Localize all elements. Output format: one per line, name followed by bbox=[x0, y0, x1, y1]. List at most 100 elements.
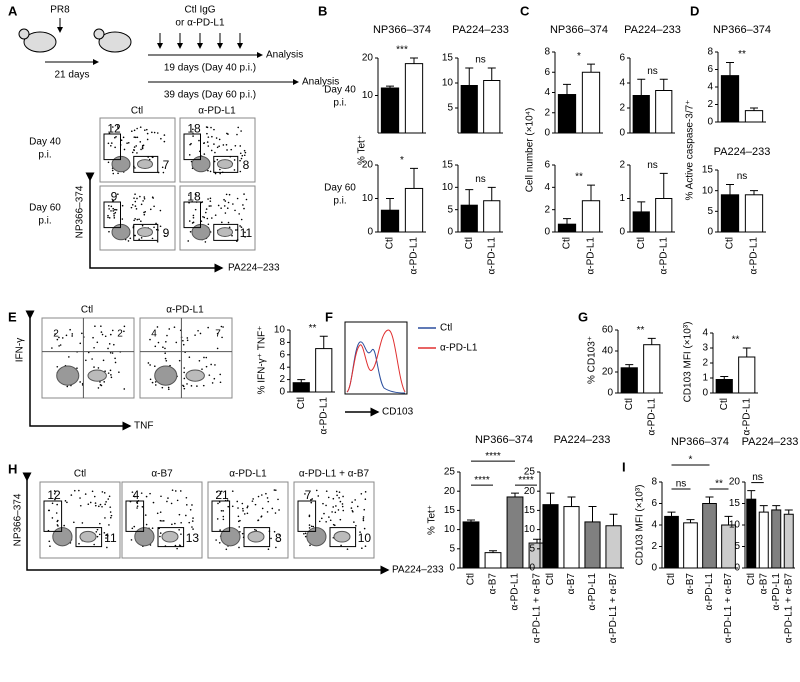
flow-event bbox=[58, 345, 60, 347]
flow-event bbox=[156, 132, 159, 134]
flow-event bbox=[271, 507, 274, 510]
schedule: 19 days (Day 40 p.i.) bbox=[164, 63, 256, 74]
column-label: α-PD-L1 + α-B7 bbox=[299, 469, 370, 480]
y-axis-label: % IFN-γ⁺ TNF⁺ bbox=[257, 326, 268, 395]
flow-event bbox=[100, 384, 103, 387]
y-tick-label: 10 bbox=[362, 90, 374, 101]
flow-event bbox=[127, 142, 130, 144]
flow-event bbox=[101, 505, 103, 508]
gate bbox=[103, 201, 121, 229]
flow-event bbox=[277, 540, 279, 543]
flow-event bbox=[214, 151, 216, 154]
y-axis-label: NP366–374 bbox=[13, 493, 24, 546]
flow-event bbox=[103, 531, 106, 534]
flow-event bbox=[219, 172, 221, 175]
flow-event bbox=[228, 193, 231, 196]
flow-event bbox=[219, 529, 221, 531]
flow-event bbox=[166, 500, 168, 503]
flow-event bbox=[174, 544, 177, 547]
flow-event bbox=[231, 505, 234, 508]
flow-event bbox=[96, 535, 99, 538]
panel-letter: E bbox=[8, 309, 17, 324]
significance-label: ** bbox=[637, 325, 645, 336]
y-tick-label: 8 bbox=[279, 337, 285, 348]
flow-event bbox=[266, 497, 269, 499]
significance-label: * bbox=[400, 155, 404, 166]
flow-event bbox=[108, 343, 111, 345]
gate bbox=[133, 155, 159, 173]
flow-event bbox=[246, 506, 249, 509]
flow-event bbox=[240, 218, 243, 221]
flow-event bbox=[241, 532, 244, 535]
flow-event bbox=[69, 328, 71, 331]
flow-event bbox=[192, 528, 194, 530]
flow-event bbox=[178, 359, 181, 362]
gate bbox=[125, 500, 145, 532]
gate-value: 8 bbox=[275, 531, 282, 545]
flow-event bbox=[204, 241, 207, 243]
flow-event bbox=[198, 139, 200, 142]
flow-event bbox=[113, 343, 115, 346]
significance-label: ns bbox=[737, 171, 748, 182]
flow-event bbox=[205, 365, 208, 368]
y-tick-label: 15 bbox=[442, 53, 454, 64]
y-tick-label: 10 bbox=[274, 325, 286, 336]
y-tick-label: 15 bbox=[442, 160, 454, 171]
bar bbox=[557, 223, 577, 233]
flow-event bbox=[154, 345, 157, 348]
flow-event bbox=[243, 207, 245, 210]
flow-population bbox=[137, 159, 153, 170]
flow-event bbox=[109, 516, 112, 519]
error-bar bbox=[750, 107, 758, 111]
flow-event bbox=[192, 216, 195, 219]
schedule: 39 days (Day 60 p.i.) bbox=[164, 90, 256, 101]
flow-event bbox=[159, 532, 162, 534]
flow-event bbox=[213, 143, 215, 145]
y-tick-label: 4 bbox=[544, 182, 550, 193]
flow-event bbox=[49, 545, 51, 547]
flow-event bbox=[175, 341, 178, 344]
flow-event bbox=[186, 339, 189, 342]
flow-event bbox=[339, 500, 342, 503]
row-label: Day 60 bbox=[324, 183, 356, 194]
flow-event bbox=[320, 517, 323, 520]
y-tick-label: 8 bbox=[707, 47, 713, 58]
flow-event bbox=[224, 200, 227, 202]
mouse-ear bbox=[18, 28, 30, 40]
significance-label: ** bbox=[715, 479, 723, 490]
x-tick-label: Ctl bbox=[545, 573, 556, 585]
flow-event bbox=[102, 359, 105, 362]
flow-event bbox=[219, 381, 222, 384]
flow-event bbox=[117, 126, 119, 129]
gate-value: 12 bbox=[107, 122, 121, 136]
flow-event bbox=[207, 169, 209, 172]
flow-event bbox=[178, 528, 180, 531]
flow-event bbox=[210, 149, 213, 152]
flow-event bbox=[147, 362, 150, 364]
flow-event bbox=[339, 518, 342, 521]
flow-event bbox=[363, 508, 366, 511]
flow-event bbox=[136, 136, 139, 139]
flow-event bbox=[160, 495, 162, 498]
flow-event bbox=[243, 149, 246, 152]
flow-event bbox=[203, 153, 206, 155]
quadrant-value: 2 bbox=[53, 329, 59, 340]
gate-value: 12 bbox=[47, 488, 61, 502]
chart-title: PA224–233 bbox=[452, 24, 509, 36]
significance-label: ns bbox=[752, 472, 763, 483]
flow-event bbox=[206, 132, 208, 135]
flow-event bbox=[360, 492, 363, 495]
chart-title: NP366–374 bbox=[671, 436, 729, 448]
gate bbox=[183, 133, 201, 161]
flow-population bbox=[333, 530, 351, 543]
flow-event bbox=[182, 343, 185, 346]
flow-event bbox=[156, 326, 159, 328]
flow-event bbox=[176, 499, 179, 502]
panel-letter: H bbox=[8, 461, 17, 476]
flow-event bbox=[207, 326, 209, 329]
flow-event bbox=[133, 525, 136, 528]
flow-event bbox=[336, 494, 338, 497]
flow-event bbox=[131, 203, 134, 206]
x-tick-label: α-PD-L1 bbox=[749, 237, 760, 275]
flow-event bbox=[93, 366, 95, 368]
